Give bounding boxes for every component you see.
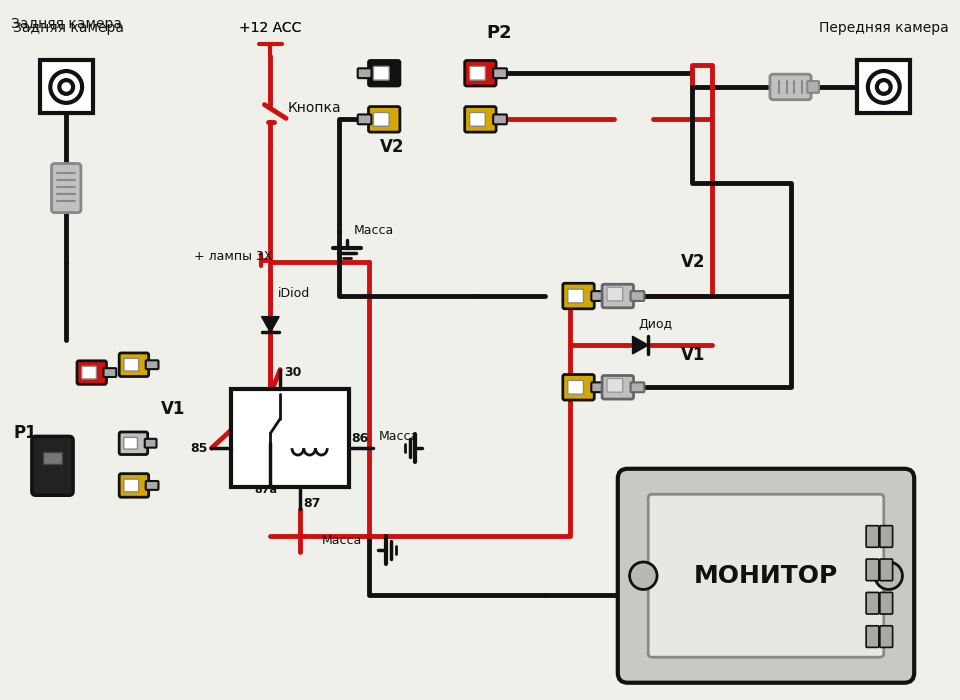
FancyBboxPatch shape [607,379,623,392]
Text: Масса: Масса [354,224,394,237]
FancyBboxPatch shape [607,287,623,301]
Text: Задняя камера: Задняя камера [11,18,122,32]
FancyBboxPatch shape [866,526,878,547]
FancyBboxPatch shape [807,81,819,93]
FancyBboxPatch shape [631,291,644,301]
Text: 85: 85 [190,442,207,455]
Text: Кнопка: Кнопка [288,102,342,116]
FancyBboxPatch shape [591,291,605,301]
Bar [857,60,910,113]
FancyBboxPatch shape [880,559,893,580]
FancyBboxPatch shape [373,66,389,80]
FancyBboxPatch shape [866,559,878,580]
FancyBboxPatch shape [567,380,584,394]
FancyBboxPatch shape [493,69,507,78]
Text: P1: P1 [13,424,36,442]
FancyBboxPatch shape [631,382,644,392]
Text: 86: 86 [350,433,368,445]
FancyBboxPatch shape [124,358,138,371]
FancyBboxPatch shape [146,481,158,490]
FancyBboxPatch shape [563,374,594,400]
Text: Задняя камера: Задняя камера [13,21,124,35]
Text: +12 ACC: +12 ACC [239,21,301,35]
FancyBboxPatch shape [493,114,507,125]
FancyBboxPatch shape [369,106,400,132]
FancyBboxPatch shape [146,360,158,369]
Text: Масса: Масса [378,430,419,443]
Text: P2: P2 [487,24,512,42]
FancyBboxPatch shape [880,526,893,547]
Bar [42,452,62,464]
FancyBboxPatch shape [124,479,138,492]
FancyBboxPatch shape [104,368,116,377]
FancyBboxPatch shape [145,439,156,448]
FancyBboxPatch shape [369,60,400,86]
Text: 30: 30 [284,365,301,379]
FancyBboxPatch shape [618,469,914,682]
FancyBboxPatch shape [373,113,389,126]
FancyBboxPatch shape [82,366,96,379]
FancyBboxPatch shape [567,289,584,303]
Text: 87: 87 [303,497,321,510]
FancyBboxPatch shape [602,375,634,399]
FancyBboxPatch shape [358,114,372,125]
Text: Передняя камера: Передняя камера [819,21,948,35]
Text: + лампы 3Х: + лампы 3Х [194,250,273,262]
Text: V2: V2 [681,253,705,271]
FancyBboxPatch shape [469,113,486,126]
Bar [39,60,93,113]
Polygon shape [633,336,648,354]
FancyBboxPatch shape [119,353,149,377]
Circle shape [868,71,900,103]
FancyBboxPatch shape [880,592,893,614]
Text: iDiod: iDiod [278,287,310,300]
FancyBboxPatch shape [52,164,81,213]
Circle shape [60,80,73,94]
FancyBboxPatch shape [124,438,137,449]
FancyBboxPatch shape [866,592,878,614]
FancyBboxPatch shape [465,106,496,132]
FancyBboxPatch shape [648,494,884,657]
Text: +12 ACC: +12 ACC [239,21,301,35]
FancyBboxPatch shape [880,626,893,648]
Circle shape [875,562,902,589]
Text: Диод: Диод [638,318,673,331]
Bar [231,389,348,487]
FancyBboxPatch shape [119,432,148,454]
Circle shape [50,71,83,103]
FancyBboxPatch shape [358,69,372,78]
FancyBboxPatch shape [77,360,107,384]
FancyBboxPatch shape [119,474,149,497]
FancyBboxPatch shape [591,382,605,392]
FancyBboxPatch shape [770,74,811,99]
Circle shape [876,80,891,94]
FancyBboxPatch shape [32,436,73,496]
Text: Масса: Масса [322,534,362,547]
Circle shape [630,562,657,589]
FancyBboxPatch shape [602,284,634,308]
FancyBboxPatch shape [563,284,594,309]
Text: V2: V2 [380,138,405,155]
FancyBboxPatch shape [866,626,878,648]
Polygon shape [261,316,279,332]
Text: V1: V1 [160,400,185,418]
FancyBboxPatch shape [465,60,496,86]
FancyBboxPatch shape [469,66,486,80]
Text: V1: V1 [681,346,705,364]
Text: МОНИТОР: МОНИТОР [694,564,838,588]
Text: 87a: 87a [254,485,276,496]
